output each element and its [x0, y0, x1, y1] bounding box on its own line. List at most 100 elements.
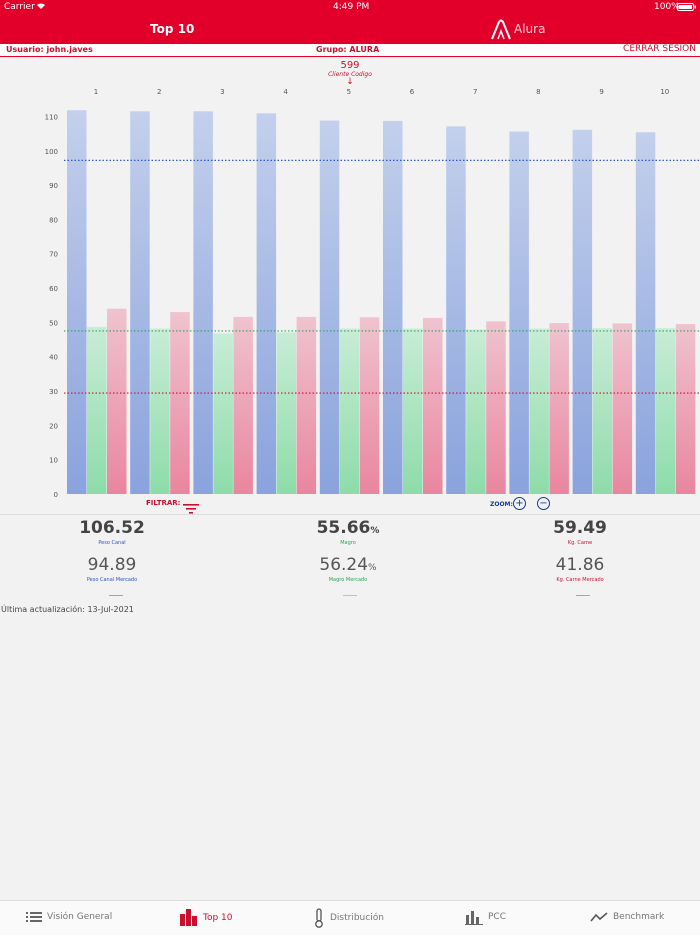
- bar-magro: [213, 333, 233, 494]
- bar-kg-carne: [549, 323, 569, 494]
- metric-label: Magro: [340, 540, 356, 546]
- x-tick-label: 5: [347, 88, 351, 96]
- tab-label: Benchmark: [613, 912, 665, 922]
- x-tick-label: 3: [220, 88, 224, 96]
- logout-button[interactable]: CERRAR SESIÓN: [623, 44, 696, 54]
- bar-peso-canal: [130, 111, 150, 494]
- metric-market-label: Peso Canal Mercado: [86, 577, 138, 583]
- zoom-in-button[interactable]: +: [513, 497, 526, 510]
- divider: [0, 514, 700, 515]
- tab-label: Top 10: [203, 912, 233, 923]
- tab-vision-general[interactable]: Visión General: [26, 911, 112, 923]
- metric-kg-carne: 59.49 Kg. Carne 41.86 Kg. Carne Mercado: [500, 518, 660, 583]
- x-tick-label: 1: [94, 88, 98, 96]
- x-tick-label: 9: [599, 88, 603, 96]
- bar-kg-carne: [486, 321, 506, 494]
- bar-peso-canal: [193, 111, 213, 494]
- metric-magro: 55.66% Magro 56.24% Magro Mercado: [268, 518, 428, 583]
- bar-peso-canal: [383, 120, 403, 494]
- bar-magro: [339, 328, 360, 494]
- tab-pcc[interactable]: PCC: [465, 909, 506, 925]
- bar-magro: [466, 329, 486, 494]
- nav-bar: Top 10 Alura: [0, 14, 700, 44]
- y-tick-label: 70: [49, 251, 58, 259]
- bar-magro: [592, 328, 613, 494]
- metric-legend-dash: [576, 595, 590, 596]
- alura-logo-icon: [491, 19, 511, 40]
- y-tick-label: 110: [45, 113, 58, 121]
- x-tick-label: 10: [660, 88, 669, 96]
- bar-kg-carne: [170, 312, 190, 494]
- list-icon: [26, 912, 42, 922]
- metric-label: Peso Canal: [98, 540, 126, 546]
- metric-value: 106.52: [79, 518, 145, 538]
- bar-magro: [276, 332, 297, 494]
- x-tick-label: 2: [157, 88, 161, 96]
- bar-peso-canal: [256, 113, 277, 494]
- clock-label: 4:49 PM: [333, 2, 370, 12]
- tab-top10[interactable]: Top 10: [180, 909, 233, 926]
- bar-peso-canal: [509, 131, 529, 494]
- tab-benchmark[interactable]: Benchmark: [590, 911, 664, 923]
- x-tick-label: 4: [283, 88, 288, 96]
- bar-kg-carne: [233, 316, 253, 494]
- x-tick-label: 6: [410, 88, 415, 96]
- bar-peso-canal: [572, 129, 593, 495]
- y-tick-label: 0: [54, 491, 58, 498]
- bar-magro: [150, 328, 170, 494]
- group-label: Grupo: ALURA: [316, 45, 380, 54]
- bar-kg-carne: [296, 316, 317, 494]
- bar-magro: [655, 328, 676, 494]
- metric-market-label: Magro Mercado: [328, 577, 368, 583]
- x-tick-label: 7: [473, 88, 477, 96]
- trend-icon: [590, 912, 608, 922]
- y-tick-label: 80: [49, 216, 58, 224]
- bar-peso-canal: [319, 120, 340, 495]
- zoom-out-button[interactable]: −: [537, 497, 550, 510]
- bar-peso-canal: [67, 110, 87, 494]
- zoom-label: ZOOM:: [490, 501, 513, 508]
- bar-magro: [403, 328, 423, 494]
- bar-kg-carne: [423, 317, 443, 494]
- battery-label: 100%: [654, 2, 680, 12]
- bar-peso-canal: [446, 126, 466, 495]
- arrow-down-icon: ↓: [346, 77, 354, 87]
- session-info-bar: Usuario: john.javes Grupo: ALURA CERRAR …: [0, 44, 700, 57]
- y-tick-label: 10: [49, 457, 58, 465]
- bars-icon: [180, 909, 197, 926]
- metric-peso-canal: 106.52 Peso Canal 94.89 Peso Canal Merca…: [32, 518, 192, 583]
- y-tick-label: 90: [49, 182, 58, 190]
- y-tick-label: 100: [45, 148, 58, 156]
- metric-market-label: Kg. Carne Mercado: [556, 577, 604, 583]
- metric-market-value: 94.89: [87, 555, 137, 575]
- logo-text: Alura: [514, 22, 546, 36]
- tab-label: Visión General: [47, 912, 113, 922]
- status-bar: Carrier 4:49 PM 100%: [0, 0, 700, 14]
- carrier-label: Carrier: [4, 2, 35, 12]
- y-tick-label: 60: [49, 285, 58, 293]
- metric-label: Kg. Carne: [567, 540, 593, 546]
- top10-bar-chart: 0 10 20 30 40 50 60 70 80 90 100 110 1 2 3 4 5 6 7 8 9 10: [45, 88, 700, 498]
- filter-icon[interactable]: [183, 499, 199, 518]
- metric-legend-dash: [343, 595, 357, 596]
- selected-client-code: 599: [340, 60, 360, 71]
- bar-kg-carne: [675, 324, 696, 494]
- brand-logo: Alura: [490, 19, 560, 41]
- bar-magro: [529, 328, 549, 494]
- selected-client: 599 Cliente Codigo ↓: [320, 60, 380, 87]
- x-tick-label: 8: [536, 88, 540, 96]
- y-tick-label: 30: [49, 388, 58, 396]
- metric-value: 59.49: [553, 518, 607, 538]
- tab-label: Distribución: [330, 913, 384, 923]
- selected-client-label: Cliente Codigo: [328, 71, 372, 78]
- bar-magro: [87, 326, 107, 494]
- y-tick-label: 40: [49, 354, 58, 362]
- page-title: Top 10: [150, 22, 195, 36]
- y-tick-label: 20: [49, 422, 58, 430]
- tab-distribucion[interactable]: Distribución: [313, 908, 384, 928]
- bar-peso-canal: [635, 132, 656, 494]
- metric-legend-dash: [109, 595, 123, 596]
- filter-label[interactable]: FILTRAR:: [146, 499, 181, 507]
- thermometer-icon: [315, 908, 323, 928]
- wifi-icon: [36, 2, 46, 13]
